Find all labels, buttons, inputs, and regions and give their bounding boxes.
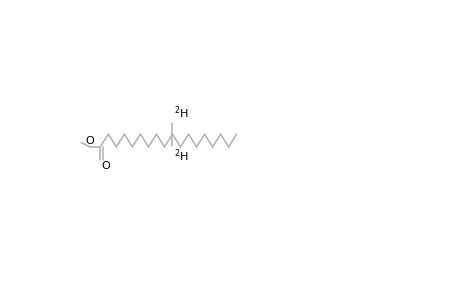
Text: O: O: [101, 161, 110, 171]
Text: O: O: [85, 136, 94, 146]
Text: $\mathregular{^{2}}$H: $\mathregular{^{2}}$H: [173, 147, 188, 164]
Text: $\mathregular{^{2}}$H: $\mathregular{^{2}}$H: [173, 105, 188, 122]
